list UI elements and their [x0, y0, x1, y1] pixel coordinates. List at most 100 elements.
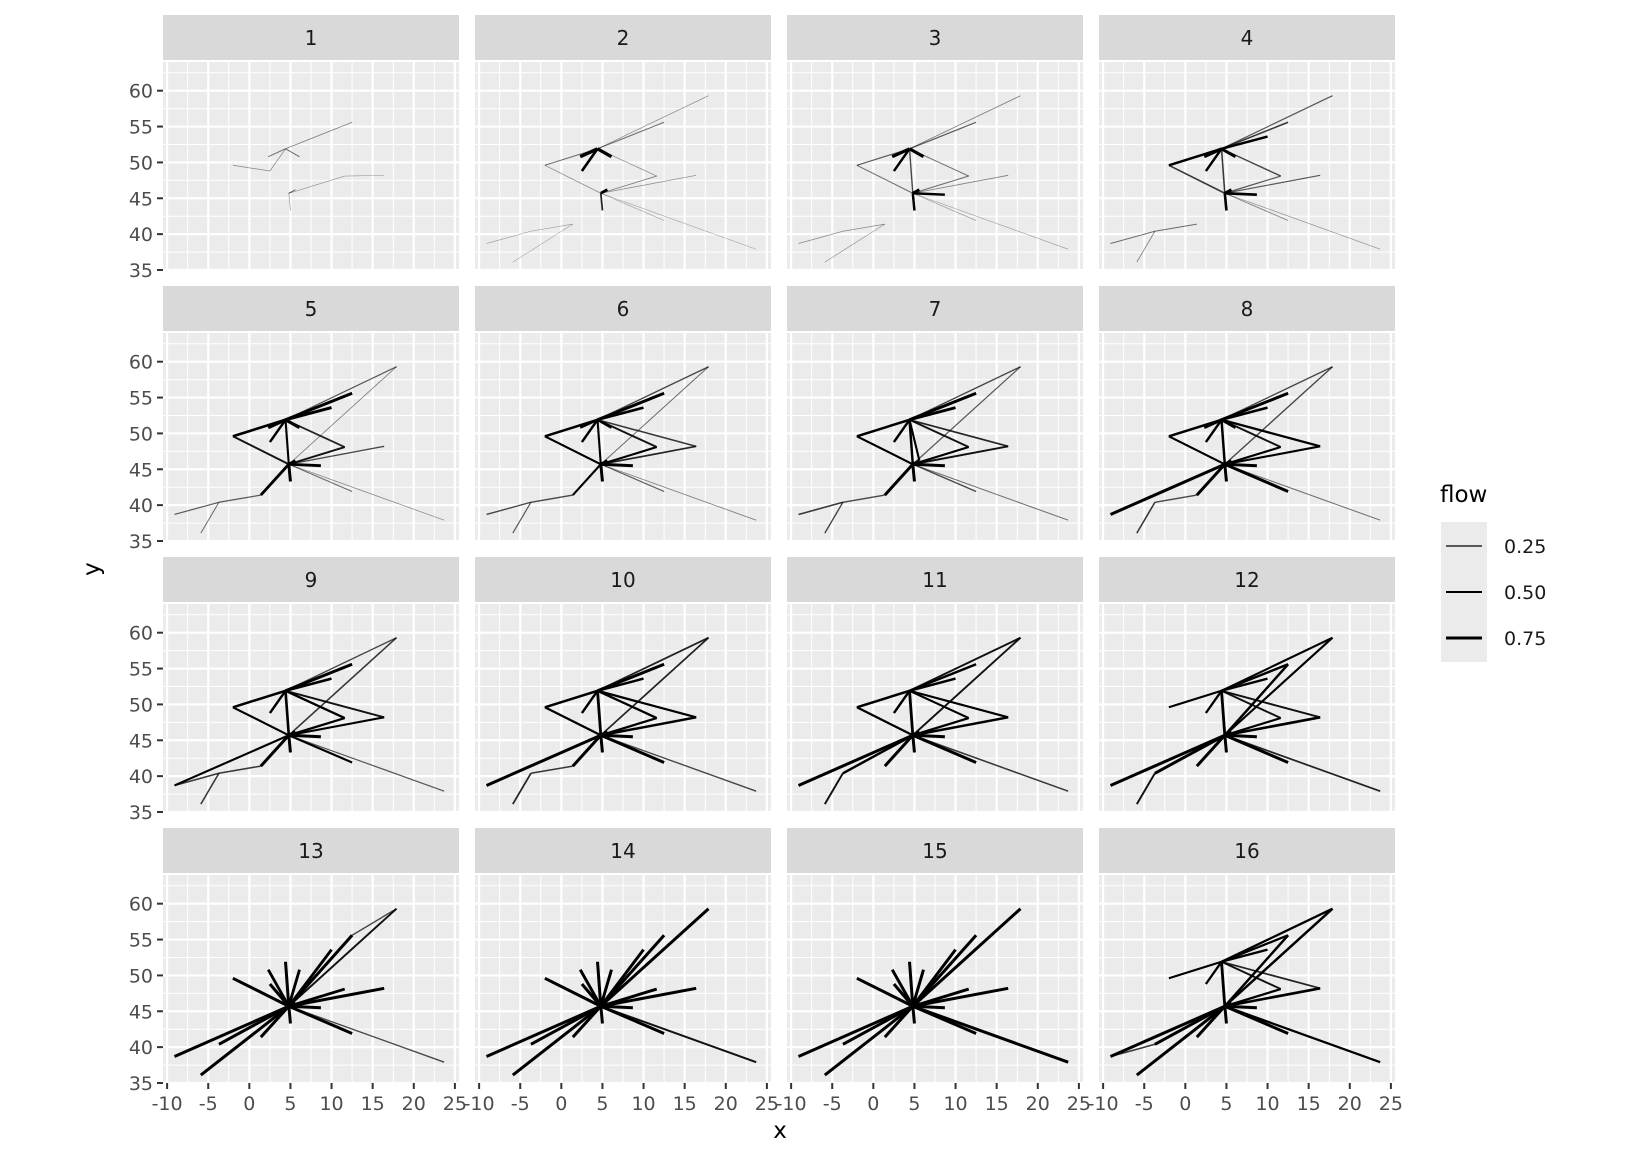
flow-line — [287, 948, 333, 1008]
flow-lines — [232, 121, 385, 211]
flow-line — [1195, 734, 1226, 768]
facet-strip-label: 11 — [922, 568, 947, 592]
flow-line — [1168, 960, 1222, 980]
facet-strip-label: 10 — [610, 568, 635, 592]
flow-line — [512, 223, 573, 263]
flow-line — [600, 1005, 757, 1064]
flow-line — [284, 662, 353, 693]
flow-line — [173, 1004, 290, 1058]
flow-lines — [173, 907, 445, 1077]
flow-line — [856, 706, 914, 737]
flow-line — [288, 445, 385, 465]
flow-line — [600, 462, 633, 468]
flow-line — [1136, 501, 1156, 534]
flow-line — [485, 733, 602, 787]
flow-line — [544, 418, 598, 438]
flow-line — [1221, 121, 1289, 150]
flow-line — [912, 986, 1009, 1008]
flow-line — [530, 1004, 602, 1046]
flow-line — [285, 689, 346, 720]
flow-line — [842, 494, 885, 503]
flow-line — [288, 189, 296, 194]
flow-line — [284, 961, 291, 1007]
flow-line — [1195, 463, 1226, 497]
flow-line — [1168, 418, 1222, 438]
flow-line — [544, 706, 602, 737]
flow-line — [288, 1005, 445, 1063]
x-tick-label: 15 — [361, 1093, 385, 1115]
x-axes: -10 -5 0 5 10 15 20 25-10 -5 0 5 10 15 20 25-10 -5 0 5 10 1… — [152, 1083, 1403, 1115]
flow-line — [1221, 418, 1321, 448]
flow-line — [1224, 734, 1381, 793]
flow-line — [288, 733, 321, 739]
flow-line — [1224, 174, 1321, 194]
facet-panel-4: 4 — [1099, 15, 1395, 272]
facet-strip — [163, 557, 459, 602]
flow-line — [1224, 192, 1289, 221]
flow-line — [268, 419, 287, 443]
flow-line — [1221, 418, 1282, 448]
flow-line — [530, 223, 573, 232]
flow-line — [600, 463, 665, 493]
flow-line — [909, 418, 1009, 448]
flow-line — [580, 690, 599, 714]
facet-strip-label: 6 — [617, 297, 630, 321]
flow-line — [911, 948, 957, 1008]
y-tick-label: 35 — [129, 531, 153, 553]
flow-line — [883, 463, 914, 497]
flow-line — [1220, 391, 1289, 422]
x-tick-label: 20 — [402, 1093, 426, 1115]
flow-line — [1220, 419, 1227, 465]
x-tick-label: -5 — [199, 1093, 218, 1115]
flow-line — [1109, 733, 1226, 787]
flow-line — [287, 464, 292, 482]
x-tick-label: 5 — [1220, 1093, 1232, 1115]
flow-lines — [1109, 907, 1381, 1077]
flow-line — [600, 188, 609, 195]
y-axis-title: y — [79, 562, 105, 576]
flow-line — [232, 689, 286, 709]
flow-lines — [486, 366, 757, 534]
facet-strip-label: 9 — [305, 568, 318, 592]
flow-line — [1223, 193, 1228, 211]
flow-line — [1224, 192, 1381, 250]
flow-line — [912, 192, 1069, 250]
x-tick-label: 15 — [985, 1093, 1009, 1115]
facet-strip — [787, 286, 1083, 331]
flow-line — [288, 716, 346, 737]
flow-line — [1135, 1005, 1226, 1077]
flow-line — [892, 419, 911, 443]
flow-line — [911, 193, 916, 211]
facet-panel-8: 8 — [1099, 286, 1395, 543]
flow-line — [288, 637, 398, 736]
facet-strip — [1099, 557, 1395, 602]
y-tick-label: 60 — [129, 894, 153, 916]
y-tick-label: 45 — [129, 459, 153, 481]
x-tick-label: 15 — [673, 1093, 697, 1115]
flow-line — [1154, 494, 1197, 503]
flow-lines — [174, 366, 445, 534]
flow-line — [578, 968, 603, 1007]
flow-line — [1136, 231, 1156, 263]
flow-line — [287, 1006, 292, 1024]
y-axes: 35 40 45 50 55 60 35 40 45 50 55 60 35 40 45 50 55 60 35 40… — [129, 81, 163, 1095]
facet-panel-5: 5 — [163, 286, 459, 543]
flow-line — [174, 734, 290, 787]
flow-line — [1224, 716, 1321, 737]
flow-line — [1204, 419, 1223, 443]
flow-line — [1224, 987, 1282, 1008]
flow-lines — [797, 907, 1069, 1077]
flow-line — [287, 735, 292, 753]
x-tick-label: 10 — [319, 1093, 343, 1115]
y-tick-label: 55 — [129, 930, 153, 952]
y-tick-label: 45 — [129, 730, 153, 752]
flow-line — [259, 463, 290, 497]
flow-line — [1224, 445, 1321, 466]
flow-line — [912, 175, 969, 194]
x-tick-label: -5 — [823, 1093, 842, 1115]
y-tick-label: 55 — [129, 117, 153, 139]
flow-line — [596, 690, 603, 736]
facet-panel-9: 9 — [163, 557, 459, 814]
flow-line — [544, 689, 598, 709]
